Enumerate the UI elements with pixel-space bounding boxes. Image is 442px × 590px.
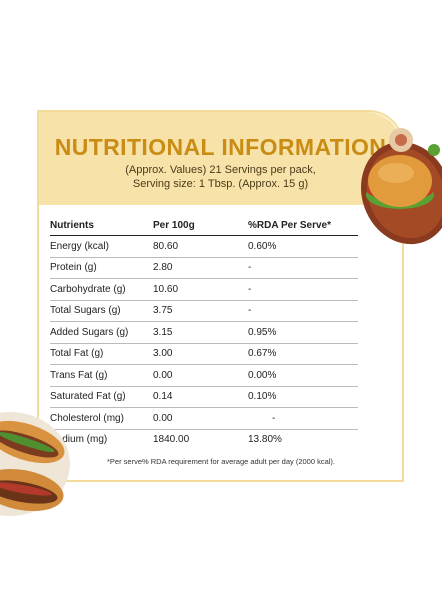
rda-value: 0.67% — [248, 348, 277, 360]
rda-value: - — [272, 412, 276, 424]
nutrient-name: Energy (kcal) — [50, 240, 109, 252]
nutrient-name: Total Sugars (g) — [50, 305, 121, 317]
rda-value: 0.60% — [248, 240, 277, 252]
nutrient-name: Sodium (mg) — [50, 434, 108, 446]
nutrient-name: Cholesterol (mg) — [50, 412, 124, 424]
burger-image — [360, 128, 442, 245]
table-row: Trans Fat (g) 0.00 0.00% — [50, 365, 358, 387]
per100g-value: 3.15 — [153, 326, 173, 338]
nutrient-name: Trans Fat (g) — [50, 369, 108, 381]
rda-value: - — [248, 305, 252, 317]
table-row: Added Sugars (g) 3.15 0.95% — [50, 322, 358, 344]
nutrient-name: Added Sugars (g) — [50, 326, 129, 338]
subtitle-serving-size: Serving size: 1 Tbsp. (Approx. 15 g) — [132, 178, 309, 190]
table-row: Saturated Fat (g) 0.14 0.10% — [50, 387, 358, 408]
nutrient-name: Saturated Fat (g) — [50, 391, 126, 403]
rda-value: 0.95% — [248, 326, 277, 338]
nutrition-table: Nutrients Per 100g %RDA Per Serve* Energ… — [50, 216, 358, 450]
per100g-value: 10.60 — [153, 283, 179, 295]
per100g-value: 1840.00 — [153, 434, 190, 446]
per100g-value: 0.00 — [153, 412, 173, 424]
rda-value: - — [248, 262, 252, 274]
per100g-value: 3.00 — [153, 348, 173, 360]
per100g-value: 0.14 — [153, 391, 173, 403]
table-row: Total Fat (g) 3.00 0.67% — [50, 344, 358, 365]
nutrient-name: Protein (g) — [50, 262, 97, 274]
col-header-rda: %RDA Per Serve* — [248, 220, 332, 231]
col-header-nutrients: Nutrients — [50, 220, 94, 231]
table-header: Nutrients Per 100g %RDA Per Serve* — [50, 216, 358, 236]
table-row: Carbohydrate (g) 10.60 - — [50, 279, 358, 301]
footnote: *Per serve% RDA requirement for average … — [106, 457, 336, 466]
table-row: Energy (kcal) 80.60 0.60% — [50, 236, 358, 258]
nutrient-name: Carbohydrate (g) — [50, 283, 126, 295]
nutrient-name: Total Fat (g) — [50, 348, 104, 360]
per100g-value: 2.80 — [153, 262, 173, 274]
table-row: Sodium (mg) 1840.00 13.80% — [50, 430, 358, 451]
per100g-value: 3.75 — [153, 305, 173, 317]
rda-value: 0.10% — [248, 391, 277, 403]
per100g-value: 0.00 — [153, 369, 173, 381]
per100g-value: 80.60 — [153, 240, 179, 252]
subtitle-servings: (Approx. Values) 21 Servings per pack, — [125, 164, 316, 176]
sandwich-image — [0, 412, 70, 516]
col-header-per100g: Per 100g — [153, 220, 195, 231]
table-row: Protein (g) 2.80 - — [50, 258, 358, 279]
nutrition-card: NUTRITIONAL INFORMATION (Approx. Values)… — [37, 110, 404, 482]
rda-value: 0.00% — [248, 369, 277, 381]
header-band: NUTRITIONAL INFORMATION (Approx. Values)… — [39, 112, 402, 205]
table-row: Total Sugars (g) 3.75 - — [50, 301, 358, 322]
rda-value: - — [248, 283, 252, 295]
page-title: NUTRITIONAL INFORMATION — [54, 134, 387, 160]
rda-value: 13.80% — [248, 434, 282, 446]
table-row: Cholesterol (mg) 0.00 - — [50, 408, 358, 430]
